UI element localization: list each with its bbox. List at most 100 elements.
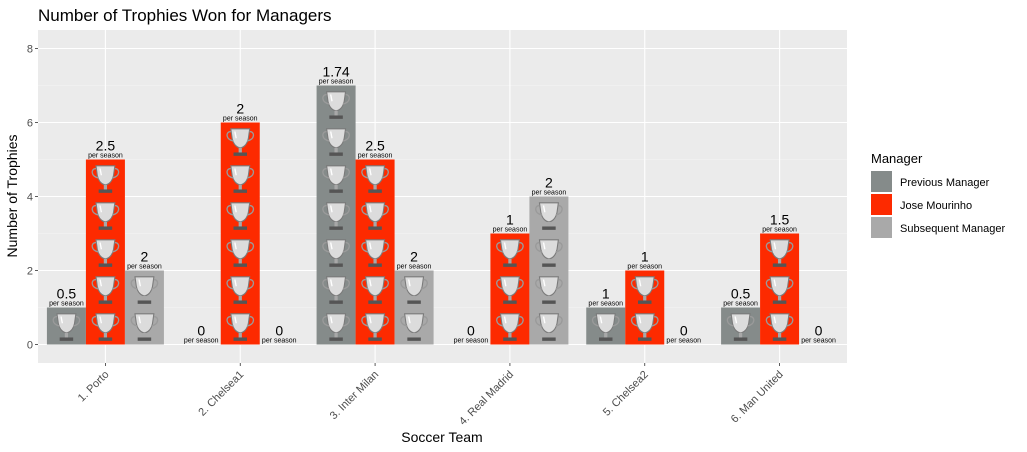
trophy-base <box>137 300 152 304</box>
trophy-stem <box>643 295 647 301</box>
trophy-shine <box>542 205 546 213</box>
trophy-stem <box>334 295 338 301</box>
trophy-handles <box>322 204 350 216</box>
trophy-handles <box>322 167 350 179</box>
trophy-shine <box>330 279 333 287</box>
trophy-stem <box>604 332 608 338</box>
trophy-handles <box>630 315 659 327</box>
trophy-base <box>98 189 113 193</box>
bar-unit-label: per season <box>627 264 662 271</box>
trophy-stem <box>373 184 377 190</box>
trophy-icon <box>496 313 524 341</box>
bar-value-label: 2 <box>141 249 149 265</box>
trophy-stem <box>508 332 512 338</box>
trophy-handles <box>91 315 120 327</box>
trophy-handles <box>322 241 350 253</box>
trophy-stem <box>238 221 242 227</box>
trophy-base <box>407 337 421 341</box>
trophy-handles <box>91 241 120 253</box>
trophy-stem <box>103 221 108 227</box>
trophy-handles <box>91 278 120 290</box>
trophy-shine <box>234 242 237 250</box>
trophy-stem <box>238 184 242 190</box>
bar-unit-label: per season <box>127 264 162 271</box>
x-tick-label: 3. Inter Milan <box>328 369 381 422</box>
x-tick-label: 4. Real Madrid <box>457 369 516 428</box>
y-tick-label: 8 <box>27 44 33 56</box>
trophy-handles <box>361 241 389 253</box>
trophy-base <box>233 337 247 341</box>
legend-swatch <box>871 171 892 192</box>
trophy-base <box>638 337 652 341</box>
trophy-stem <box>373 332 377 338</box>
trophy-base <box>329 337 343 341</box>
trophy-icon <box>226 202 255 230</box>
bar-value-label: 2 <box>410 249 418 265</box>
bar-value-label: 0 <box>197 323 205 339</box>
trophy-handles <box>496 315 524 327</box>
trophy-stem <box>373 258 377 264</box>
trophy-base <box>368 263 382 267</box>
trophy-stem <box>103 295 108 301</box>
trophy-icon <box>226 313 255 341</box>
trophy-stem <box>643 332 647 338</box>
trophy-icon <box>630 313 659 341</box>
trophy-base <box>233 226 247 230</box>
x-axis-title: Soccer Team <box>401 429 482 445</box>
bar-unit-label: per season <box>588 301 623 308</box>
trophy-shine <box>503 316 507 324</box>
bar <box>220 122 260 345</box>
bar-value-label: 0 <box>275 323 283 339</box>
trophy-handles <box>400 315 428 327</box>
trophy-shine <box>369 316 372 324</box>
x-axis: 1. Porto 2. Chelsea1 3. Inter Milan 4. Real… <box>76 363 786 428</box>
trophy-shine <box>773 242 777 250</box>
trophy-base <box>638 300 652 304</box>
bars <box>46 85 800 345</box>
trophy-stem <box>373 295 377 301</box>
trophy-icon <box>361 239 389 267</box>
trophy-shine <box>503 279 507 287</box>
trophy-shine <box>99 279 103 287</box>
trophy-icon <box>130 276 159 304</box>
trophy-icon <box>361 276 389 304</box>
trophy-stem <box>238 147 242 153</box>
trophy-base <box>368 189 382 193</box>
trophy-shine <box>99 168 103 176</box>
trophy-base <box>233 263 247 267</box>
trophy-stem <box>238 258 242 264</box>
trophy-icon <box>322 239 350 267</box>
trophy-stem <box>547 295 551 301</box>
trophy-stem <box>508 258 512 264</box>
bar-unit-label: per season <box>532 190 567 197</box>
trophy-base <box>329 300 343 304</box>
bar-unit-label: per season <box>262 338 297 345</box>
bar-value-label: 1 <box>602 286 610 302</box>
trophy-shine <box>542 279 546 287</box>
trophy-shine <box>369 242 372 250</box>
trophy-stem <box>334 221 338 227</box>
trophy-shine <box>330 94 333 102</box>
trophy-icon <box>322 128 350 156</box>
trophy-icon <box>91 276 120 304</box>
trophy-icon <box>91 239 120 267</box>
legend-title: Manager <box>871 151 923 166</box>
trophy-base <box>542 337 556 341</box>
trophy-base <box>233 189 247 193</box>
bar-unit-label: per season <box>319 79 354 86</box>
trophy-shine <box>60 316 64 324</box>
trophy-icon <box>322 202 350 230</box>
legend-item-label: Jose Mourinho <box>900 200 972 212</box>
trophy-shine <box>99 316 103 324</box>
trophy-shine <box>408 316 411 324</box>
trophy-stem <box>103 258 108 264</box>
trophy-handles <box>765 278 794 290</box>
bar-unit-label: per season <box>801 338 836 345</box>
trophy-handles <box>322 278 350 290</box>
trophy-icon <box>322 165 350 193</box>
trophy-stem <box>547 258 551 264</box>
trophy-handles <box>765 241 794 253</box>
trophy-icon <box>91 165 120 193</box>
trophy-stem <box>334 184 338 190</box>
